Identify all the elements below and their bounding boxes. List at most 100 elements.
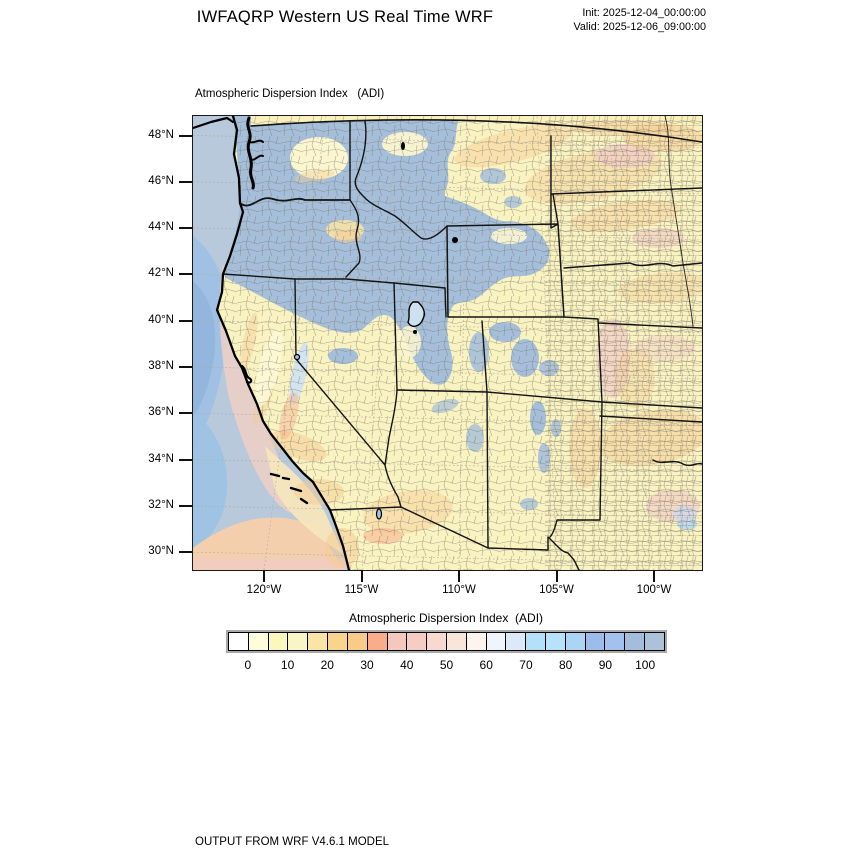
border-mexico: [329, 506, 580, 570]
colorbar-cell: [604, 632, 626, 651]
colorbar-tick-label: 20: [320, 658, 334, 672]
valid-time: Valid: 2025-12-06_09:00:00: [573, 20, 706, 33]
missouri-river: [664, 116, 694, 328]
map-panel: [192, 115, 703, 571]
lake-tahoe: [293, 353, 301, 361]
colorbar-tick-label: 50: [439, 658, 454, 672]
ocean-blue-core: [193, 281, 216, 418]
lat-tick-label: 30°N: [148, 545, 174, 558]
colorbar-cell: [346, 632, 368, 651]
lat-tick: [179, 227, 192, 230]
colorbar-tick-label: 10: [280, 658, 295, 672]
colorbar-cell: [465, 632, 487, 651]
colorbar-cell: [485, 632, 507, 651]
border-az-nm: [486, 391, 489, 549]
border-ne-ks: [597, 322, 702, 329]
colorbar-cell: [426, 632, 447, 651]
colorbar-cell: [366, 632, 388, 651]
border-ut-co: [481, 320, 488, 393]
figure-title: IWFAQRP Western US Real Time WRF: [196, 8, 494, 26]
lon-tick: [653, 570, 655, 582]
adi-map: [193, 116, 702, 570]
model-config-text: OUTPUT FROM WRF V4.6.1 MODEL WE = 310 ; …: [195, 805, 647, 850]
lat-tick: [179, 273, 192, 276]
colorbar-cell: [247, 632, 269, 651]
lat-tick-label: 34°N: [148, 452, 174, 465]
utah-lake: [413, 330, 417, 334]
lat-tick-label: 40°N: [148, 313, 174, 326]
lat-tick: [179, 366, 192, 368]
ocean-peach-south: [193, 517, 345, 570]
colorbar-tick-label: 70: [519, 658, 533, 672]
border-id-mt: [354, 120, 448, 240]
colorbar-cell: [386, 632, 408, 651]
pacific-coastline: [215, 116, 351, 570]
border-co-north-east: [563, 316, 603, 403]
lat-tick-label: 38°N: [148, 360, 174, 372]
colorbar-cell: [584, 632, 606, 651]
colorbar-title: Atmospheric Dispersion Index (ADI): [348, 611, 544, 625]
border-or-id: [345, 199, 361, 278]
salton-sea: [375, 508, 383, 520]
border-canada: [250, 118, 702, 143]
colorbar-tick-label: 80: [558, 658, 573, 672]
colorbar-tick-label: 100: [635, 658, 656, 672]
colorbar-tick-label: 60: [479, 658, 493, 672]
colorbar-cell: [445, 632, 467, 651]
border-42n: [222, 273, 446, 289]
colorbar: [226, 630, 667, 653]
colorbar-cell: [287, 632, 309, 651]
lat-tick-label: 44°N: [148, 221, 174, 234]
colorbar-cell: [267, 632, 289, 651]
lat-tick-label: 42°N: [148, 267, 174, 280]
colorbar-tick-label: 30: [360, 658, 374, 672]
colorbar-cell: [644, 632, 665, 651]
puget-sound: [246, 116, 255, 190]
model-time-stamp: Init: 2025-12-04_00:00:00 Valid: 2025-12…: [500, 7, 706, 34]
colorbar-cell: [525, 632, 546, 651]
lon-tick: [555, 570, 558, 582]
lon-tick: [263, 570, 265, 582]
state-borders: [222, 116, 702, 570]
ocean-pink-bottom: [193, 558, 353, 570]
lon-tick-label: 120°W: [246, 584, 282, 596]
channel-islands: [269, 472, 309, 505]
init-time: Init: 2025-12-04_00:00:00: [582, 7, 706, 19]
flathead-lake: [401, 142, 405, 150]
colorbar-cell: [228, 632, 249, 651]
colorbar-cell: [564, 632, 586, 651]
colorbar-cell: [505, 632, 527, 651]
lon-tick-label: 115°W: [344, 584, 379, 596]
colorbar-cell: [624, 632, 646, 651]
lat-tick: [179, 412, 192, 415]
border-sd-west: [552, 193, 559, 225]
puget-branch: [248, 139, 264, 161]
border-columbia-river: [239, 197, 351, 207]
border-sd-ne: [563, 262, 702, 269]
lon-tick-label: 100°W: [636, 584, 672, 596]
border-nd-sd: [550, 187, 702, 195]
colorbar-cell: [545, 632, 566, 651]
lat-tick: [179, 180, 192, 183]
colorbar-cell: [327, 632, 348, 651]
yellowstone-lake: [452, 237, 458, 243]
ocean-blue-south: [193, 411, 228, 548]
lat-tick: [179, 134, 192, 137]
sf-bay: [240, 364, 253, 384]
border-ut-wy: [444, 287, 447, 318]
lat-tick-label: 36°N: [148, 406, 174, 419]
border-ks-ok: [601, 401, 702, 409]
border-red-river: [652, 459, 702, 467]
lat-tick: [179, 504, 192, 507]
lat-tick-label: 46°N: [148, 174, 174, 187]
colorbar-tick-label: 40: [400, 658, 414, 672]
lon-tick-label: 105°W: [539, 584, 574, 596]
coastline-features: [193, 116, 458, 570]
great-salt-lake: [407, 301, 426, 327]
lat-tick-label: 32°N: [148, 498, 174, 511]
vancouver-island-coast: [193, 116, 235, 130]
lat-tick: [179, 319, 192, 322]
colorbar-tick-label: 90: [598, 658, 613, 672]
lat-tick: [179, 458, 192, 461]
